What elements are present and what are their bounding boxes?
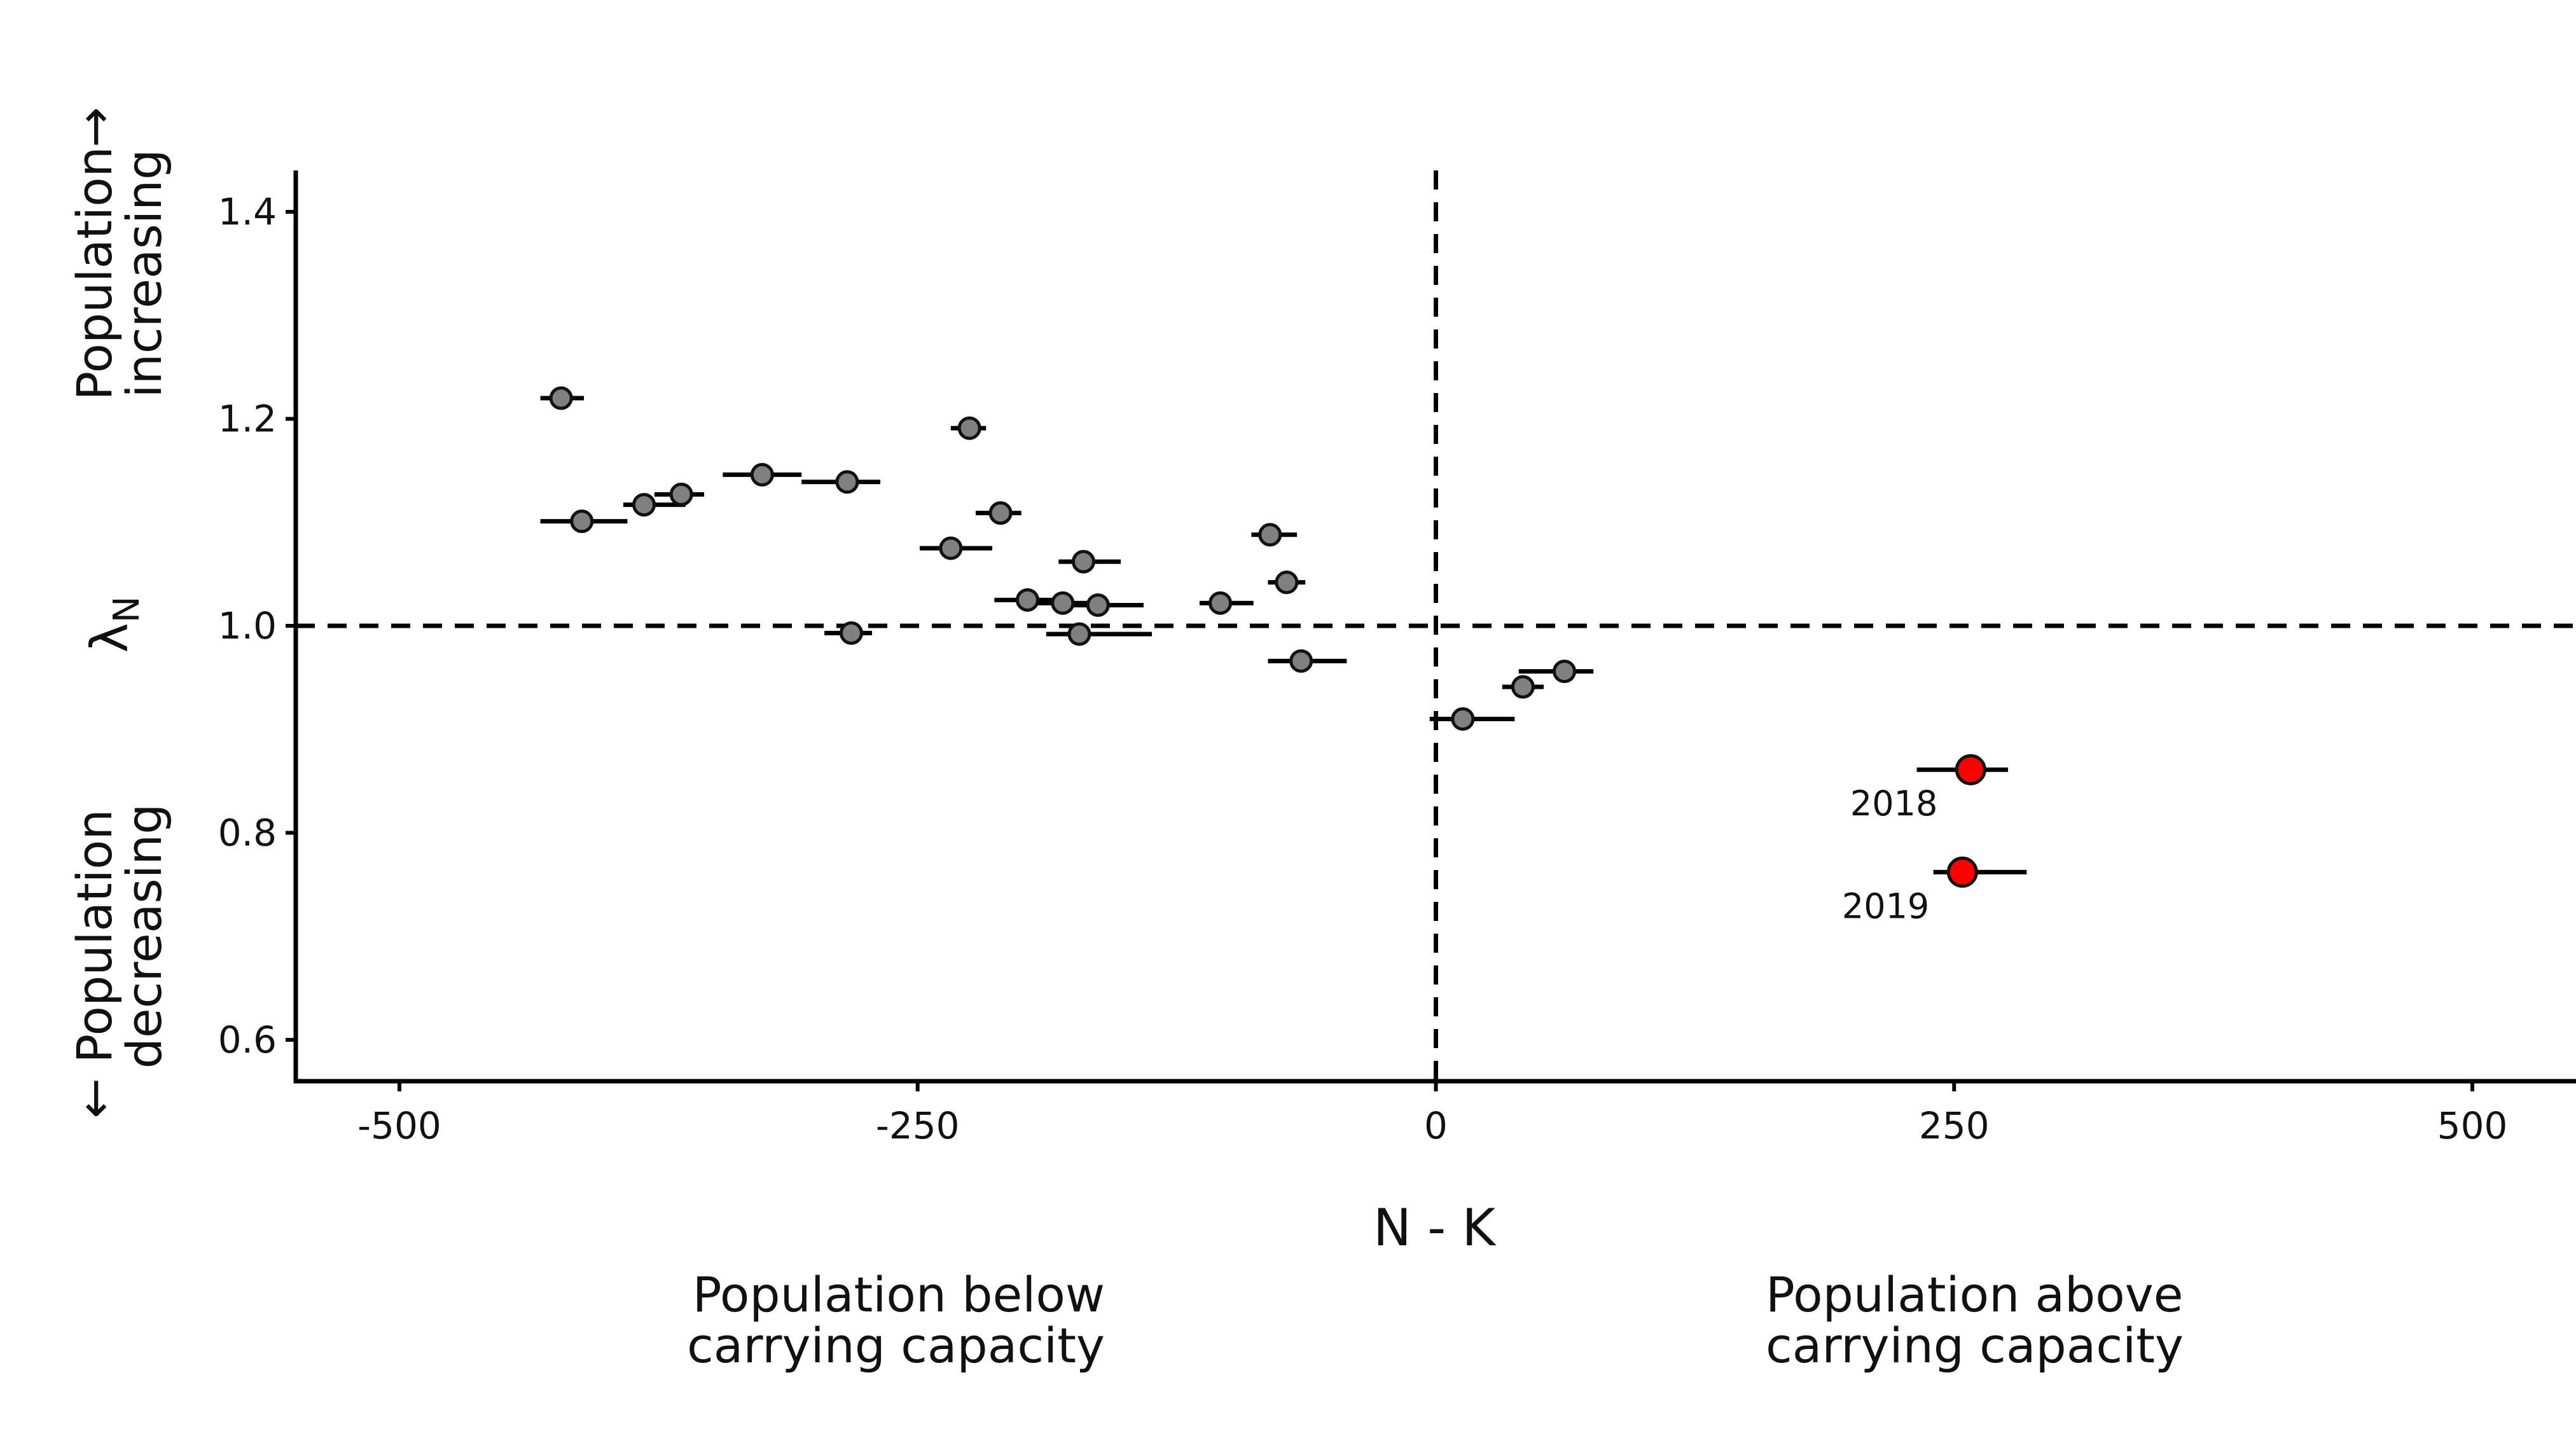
highlight-point — [1946, 856, 1978, 888]
x-axis-ticks: -500 -250 0 250 500 — [357, 1081, 2507, 1147]
data-point — [957, 416, 981, 440]
y-tick-label: 0.8 — [218, 811, 277, 854]
y-axis-title: λN — [80, 596, 148, 653]
x-axis-title: N - K — [1373, 1198, 1497, 1257]
data-point — [750, 462, 774, 487]
y-annotation-increasing: Population increasing → — [66, 107, 172, 400]
x-tick-label: -250 — [876, 1104, 960, 1147]
x-annotation-below-line2: carrying capacity — [687, 1317, 1105, 1374]
y-axis-ticks: 0.6 0.8 1.0 1.2 1.4 — [218, 190, 296, 1061]
data-point — [1511, 675, 1535, 699]
data-point — [1015, 588, 1039, 612]
x-annotation-below-line1: Population below — [693, 1266, 1105, 1323]
y-tick-label: 0.6 — [218, 1018, 277, 1061]
x-tick-label: -500 — [357, 1104, 441, 1147]
data-point — [1067, 622, 1091, 646]
x-tick-label: 500 — [2437, 1104, 2508, 1147]
data-point — [988, 501, 1013, 525]
data-point — [669, 482, 693, 506]
data-point — [1451, 707, 1475, 731]
data-point — [1071, 550, 1095, 574]
y-tick-label: 1.4 — [218, 190, 277, 233]
highlight-point — [1955, 754, 1986, 785]
data-point — [549, 386, 573, 410]
y-annotation-decreasing-line2: decreasing — [116, 804, 172, 1069]
data-point — [939, 536, 963, 560]
data-point — [839, 621, 863, 645]
x-annotation-above-line1: Population above — [1766, 1266, 2184, 1323]
data-point — [1051, 591, 1075, 615]
x-tick-label: 250 — [1919, 1104, 1990, 1147]
reference-lines — [296, 170, 2576, 1081]
arrow-right-icon: → — [66, 107, 123, 148]
data-point — [1208, 591, 1233, 615]
data-point — [1275, 570, 1299, 595]
y-annotation-increasing-line1: Population — [66, 146, 123, 400]
data-point — [1289, 649, 1313, 673]
data-point — [1086, 593, 1110, 617]
y-axis-title-subscript: N — [106, 596, 148, 623]
data-point — [570, 509, 594, 534]
y-tick-label: 1.2 — [218, 398, 277, 441]
x-tick-label: 0 — [1424, 1104, 1448, 1147]
data-point — [632, 493, 656, 517]
point-label: 2019 — [1842, 886, 1929, 926]
data-points: 2018 2019 — [540, 386, 2027, 926]
data-point — [1553, 660, 1577, 684]
arrow-left-icon: ← — [66, 1078, 123, 1119]
y-annotation-decreasing-line1: Population — [66, 809, 123, 1063]
data-point — [1258, 523, 1282, 547]
point-label: 2018 — [1850, 784, 1937, 824]
y-tick-label: 1.0 — [218, 604, 277, 647]
data-point — [835, 470, 859, 494]
y-annotation-decreasing: Population decreasing ← — [66, 804, 172, 1119]
y-annotation-increasing-line2: increasing — [116, 149, 172, 398]
x-annotation-above-line2: carrying capacity — [1766, 1317, 2184, 1374]
